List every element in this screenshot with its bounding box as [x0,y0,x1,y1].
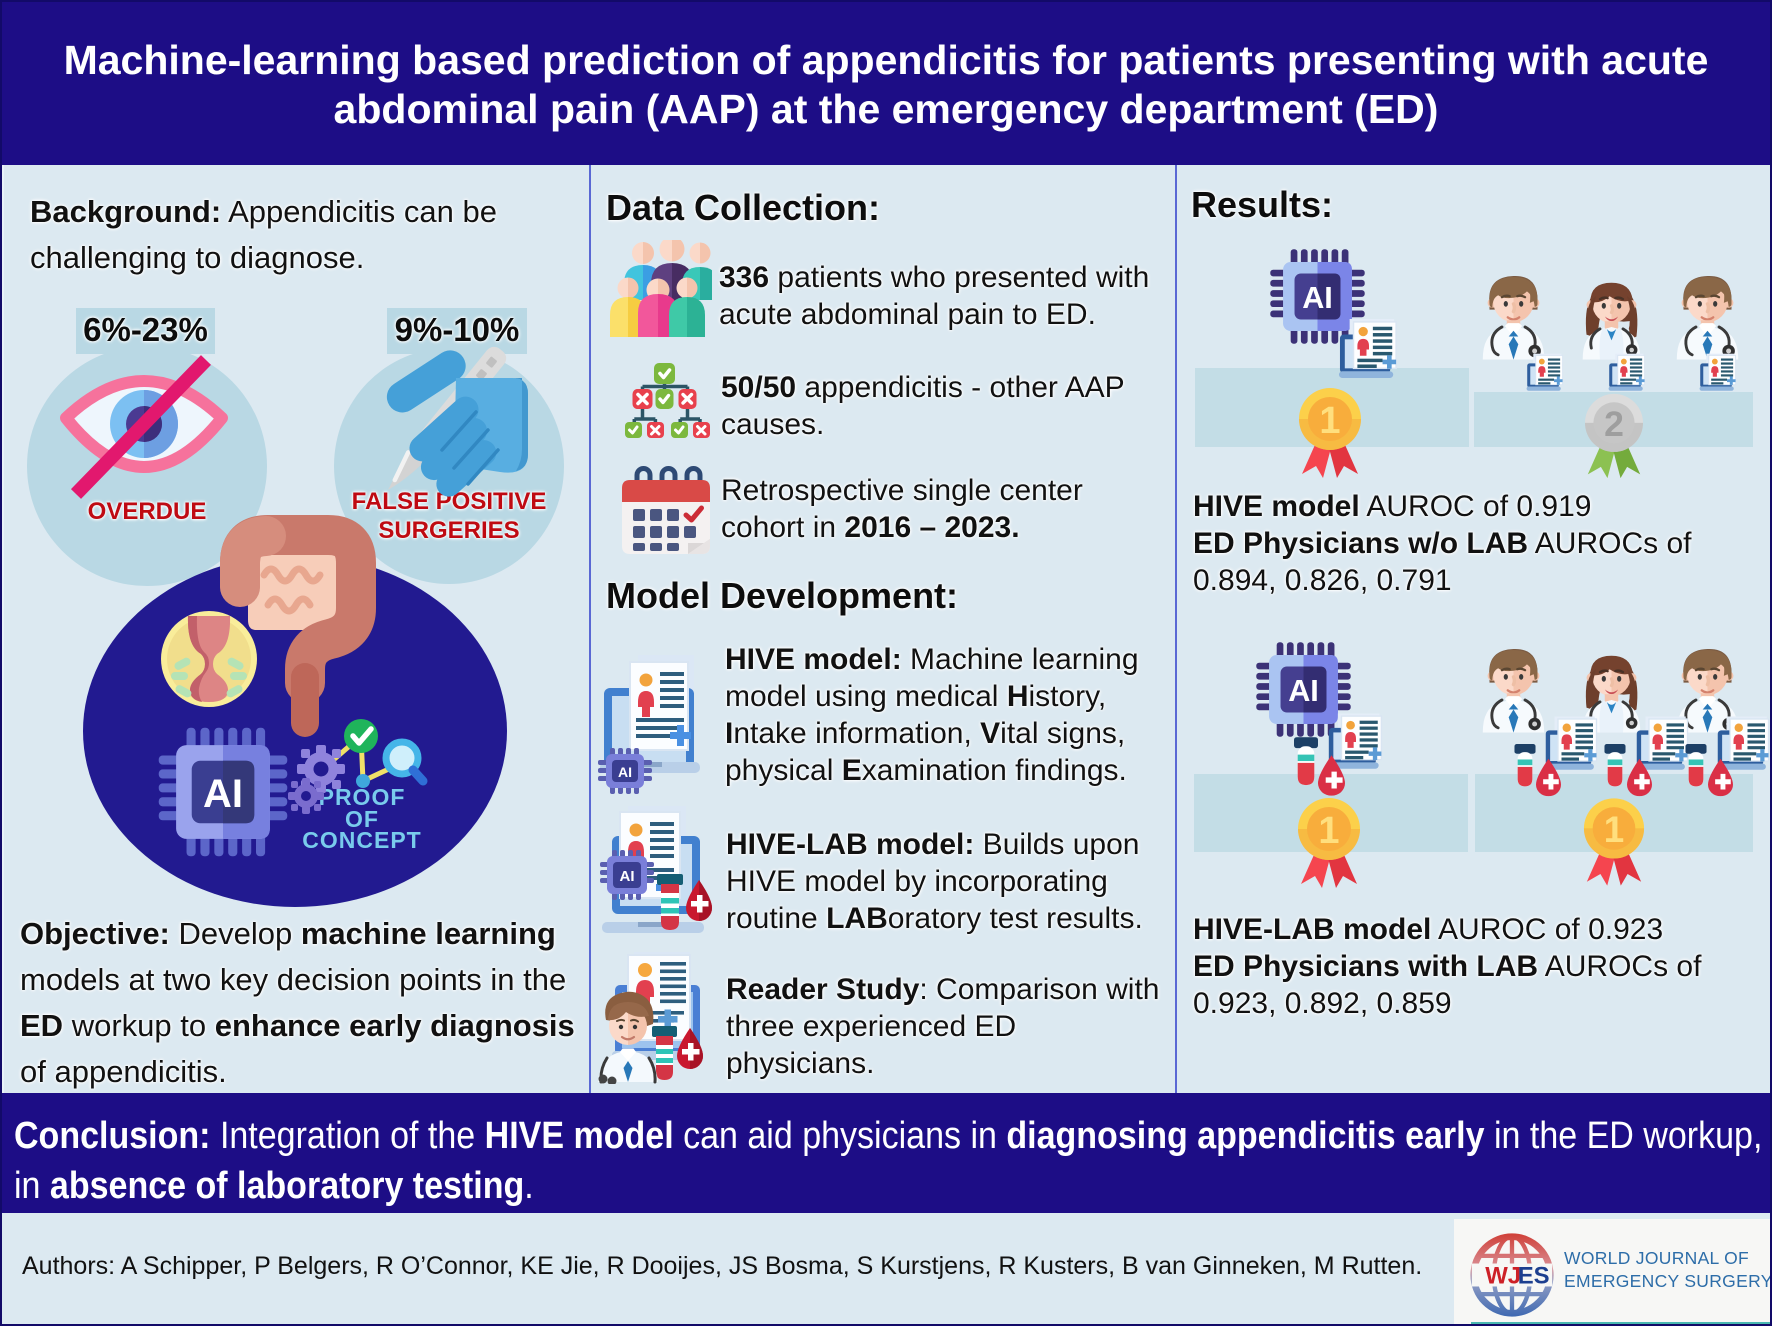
svg-text:WJ: WJ [1485,1263,1521,1290]
svg-text:AI: AI [203,772,243,816]
svg-text:2: 2 [1604,404,1624,444]
svg-text:AI: AI [618,764,632,780]
svg-text:AI: AI [620,868,635,885]
svg-text:AI: AI [1302,281,1333,315]
svg-text:AI: AI [1288,674,1319,708]
svg-text:1: 1 [1318,810,1339,852]
svg-text:1: 1 [1604,809,1624,850]
svg-text:ES: ES [1518,1263,1550,1290]
svg-text:1: 1 [1319,400,1340,442]
